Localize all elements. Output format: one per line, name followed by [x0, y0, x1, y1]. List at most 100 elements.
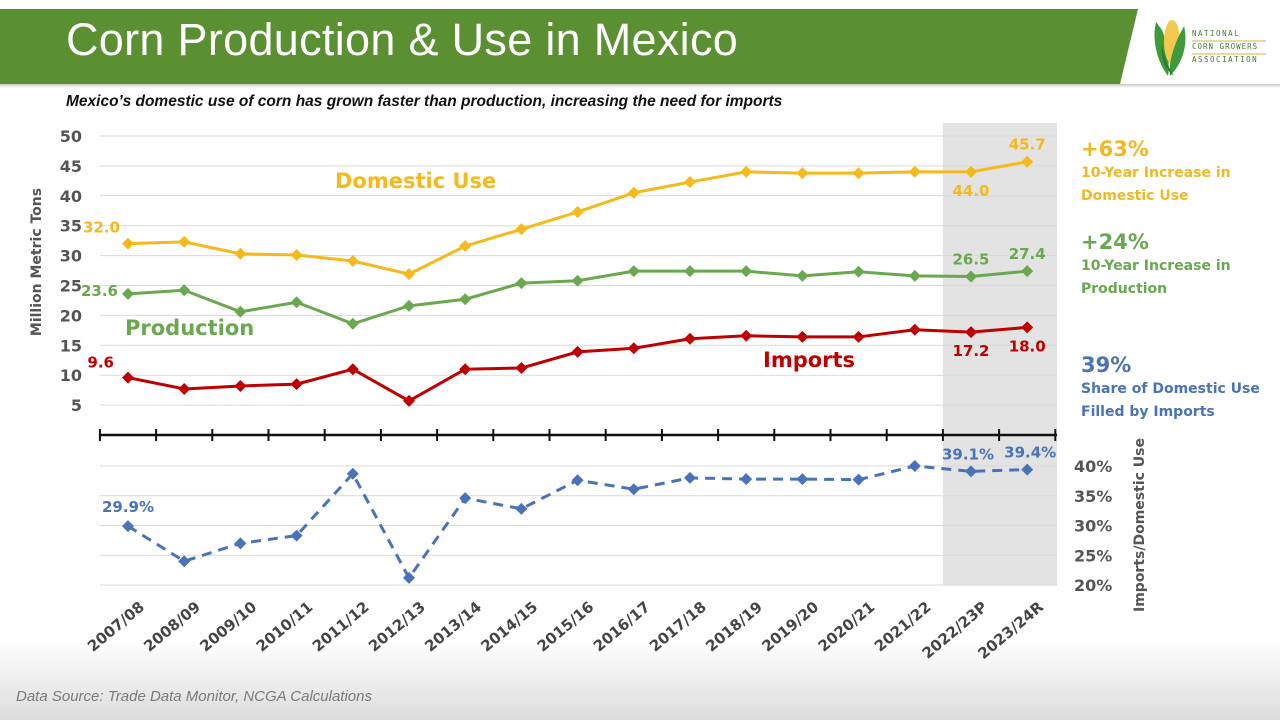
production-point: [740, 265, 753, 278]
x-tick-label: 2007/08: [84, 598, 148, 656]
imports-series-label: Imports: [763, 348, 855, 372]
callout-production-label: 10-Year Increase in Production: [1081, 258, 1231, 297]
import-share-data-label: 39.1%: [942, 445, 994, 463]
import-share-point: [852, 473, 865, 486]
x-tick-label: 2014/15: [477, 598, 541, 656]
production-point: [178, 284, 191, 297]
y-tick-label: 40: [60, 187, 82, 206]
x-tick-label: 2010/11: [253, 598, 317, 656]
y2-tick-label: 30%: [1074, 517, 1112, 536]
imports-point: [346, 363, 359, 376]
x-tick-label: 2020/21: [815, 598, 879, 656]
production-data-label: 27.4: [1009, 245, 1046, 263]
callout-import-share-value: 39%: [1081, 353, 1132, 377]
imports-point: [290, 378, 303, 391]
domestic-use-point: [234, 247, 247, 260]
production-point: [234, 305, 247, 318]
imports-data-label: 17.2: [952, 342, 989, 360]
callout-domestic-use: +63% 10-Year Increase in Domestic Use: [1081, 136, 1271, 208]
y-tick-label: 5: [71, 396, 82, 415]
production-point: [1021, 265, 1034, 278]
import-share-data-label: 29.9%: [102, 498, 154, 516]
domestic-use-point: [852, 167, 865, 180]
production-point: [290, 296, 303, 309]
callout-production: +24% 10-Year Increase in Production: [1081, 229, 1271, 301]
domestic-use-point: [403, 268, 415, 281]
import-share-point: [290, 529, 303, 542]
y2-tick-label: 20%: [1074, 576, 1112, 595]
imports-data-label: 18.0: [1009, 337, 1046, 355]
imports-point: [908, 323, 921, 336]
imports-point: [965, 326, 977, 339]
corn-icon: [1154, 20, 1186, 76]
domestic-use-point: [346, 254, 359, 267]
import-share-point: [515, 502, 528, 515]
domestic-use-point: [122, 237, 134, 250]
production-point: [122, 287, 134, 300]
imports-point: [852, 330, 865, 343]
import-share-point: [403, 571, 415, 584]
production-point: [403, 299, 415, 312]
import-share-point: [122, 520, 134, 533]
import-share-point: [965, 465, 977, 478]
imports-point: [178, 382, 191, 395]
production-point: [965, 270, 977, 283]
domestic-use-point: [908, 165, 921, 178]
logo-text-1: NATIONAL: [1192, 29, 1240, 38]
import-share-point: [796, 473, 809, 486]
imports-point: [515, 362, 528, 375]
import-share-point: [627, 483, 640, 496]
production-point: [515, 277, 528, 290]
imports-data-label: 9.6: [87, 354, 114, 372]
import-share-data-label: 39.4%: [1004, 444, 1056, 462]
callout-domestic-use-label: 10-Year Increase in Domestic Use: [1081, 165, 1231, 204]
ncga-logo: NATIONAL CORN GROWERS ASSOCIATION: [1154, 20, 1266, 76]
chart-subtitle: Mexico’s domestic use of corn has grown …: [66, 93, 783, 110]
domestic-use-point: [571, 205, 584, 218]
y-axis-label: Million Metric Tons: [29, 188, 45, 336]
y2-tick-label: 35%: [1074, 487, 1112, 506]
imports-point: [740, 329, 753, 342]
logo-text-2: CORN GROWERS: [1192, 42, 1258, 51]
production-point: [346, 317, 359, 330]
x-tick-label: 2019/20: [758, 598, 822, 656]
import-share-point: [740, 473, 753, 486]
imports-point: [571, 345, 584, 358]
y-tick-label: 35: [60, 217, 82, 236]
x-tick-label: 2018/19: [702, 598, 766, 656]
import-share-point: [571, 474, 584, 487]
domestic-use-point: [684, 176, 696, 189]
production-point: [459, 293, 472, 306]
domestic-use-data-label: 32.0: [83, 219, 120, 237]
y-tick-label: 20: [60, 306, 82, 325]
x-tick-label: 2017/18: [646, 598, 710, 656]
callout-import-share: 39% Share of Domestic Use Filled by Impo…: [1081, 352, 1280, 424]
import-share-point: [234, 537, 247, 550]
callout-import-share-label: Share of Domestic Use Filled by Imports: [1081, 381, 1260, 420]
import-share-point: [908, 460, 921, 472]
x-tick-label: 2011/12: [309, 598, 373, 656]
x-tick-label: 2012/13: [365, 598, 429, 656]
y-tick-label: 50: [60, 127, 82, 146]
x-tick-label: 2008/09: [140, 598, 204, 656]
domestic-use-series-label: Domestic Use: [335, 169, 496, 193]
y-tick-label: 15: [60, 336, 82, 355]
x-tick-label: 2016/17: [590, 598, 654, 656]
domestic-use-point: [740, 165, 753, 178]
production-point: [627, 265, 640, 278]
imports-point: [459, 363, 472, 376]
imports-point: [627, 342, 640, 355]
imports-point: [403, 394, 415, 407]
y-tick-label: 25: [60, 277, 82, 296]
callout-domestic-use-value: +63%: [1081, 137, 1149, 161]
domestic-use-data-label: 45.7: [1009, 136, 1046, 154]
y-tick-label: 10: [60, 366, 82, 385]
imports-point: [684, 332, 696, 345]
import-share-point: [178, 555, 191, 568]
page-title: Corn Production & Use in Mexico: [66, 14, 739, 65]
imports-point: [796, 330, 809, 343]
header-bar: [0, 9, 1138, 84]
y2-axis-label: Imports/Domestic Use: [1132, 438, 1148, 612]
domestic-use-point: [515, 223, 528, 236]
